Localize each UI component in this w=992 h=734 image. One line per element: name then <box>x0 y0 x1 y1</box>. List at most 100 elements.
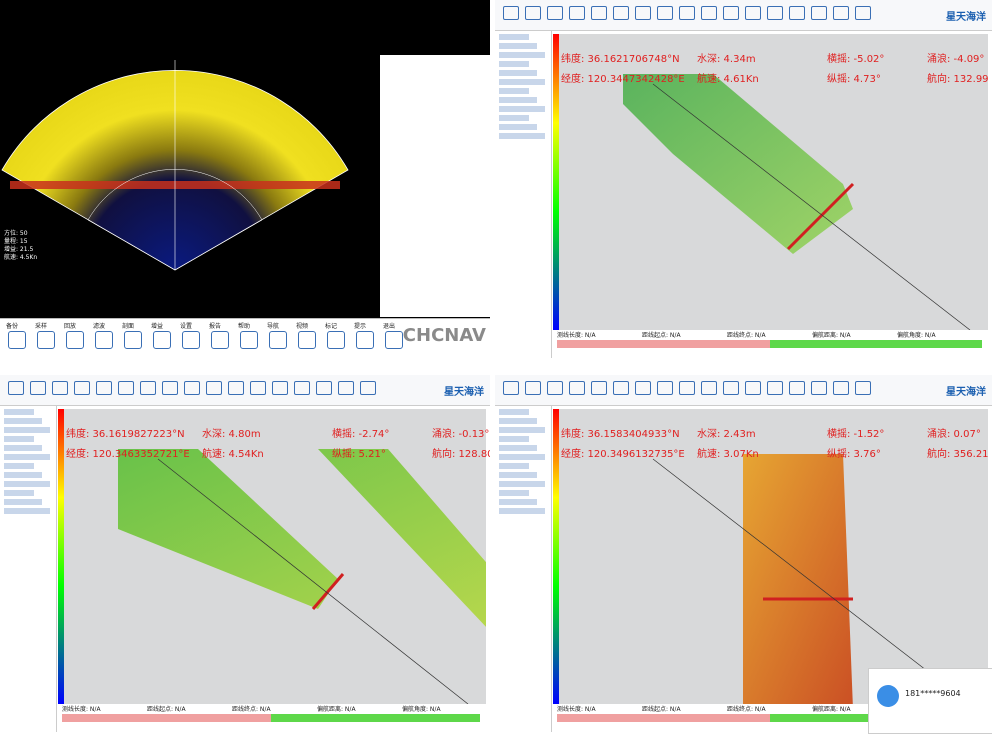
tool-button[interactable] <box>789 381 805 395</box>
tool-button[interactable] <box>723 381 739 395</box>
tree-item[interactable] <box>4 445 42 451</box>
tree-item[interactable] <box>499 472 537 478</box>
tree-item[interactable] <box>499 445 537 451</box>
tool-button[interactable] <box>250 381 266 395</box>
tree-item[interactable] <box>499 427 545 433</box>
map[interactable] <box>553 34 988 330</box>
tree-item[interactable] <box>4 409 34 415</box>
tool-button[interactable] <box>613 6 629 20</box>
tool-button[interactable] <box>723 6 739 20</box>
tool-button[interactable] <box>503 381 519 395</box>
tool-button[interactable] <box>118 381 134 395</box>
tool-button[interactable] <box>37 331 55 349</box>
tool-button[interactable] <box>162 381 178 395</box>
tool-button[interactable] <box>272 381 288 395</box>
tool-button[interactable] <box>240 331 258 349</box>
tool-button[interactable] <box>591 6 607 20</box>
tree-item[interactable] <box>4 418 42 424</box>
tool-button[interactable] <box>679 381 695 395</box>
tool-button[interactable] <box>745 6 761 20</box>
tool-button[interactable] <box>833 381 849 395</box>
tree-item[interactable] <box>499 88 529 94</box>
tool-button[interactable] <box>569 6 585 20</box>
tool-button[interactable] <box>525 381 541 395</box>
tool-button[interactable] <box>855 381 871 395</box>
tool-button[interactable] <box>525 6 541 20</box>
tree-item[interactable] <box>4 472 42 478</box>
tool-button[interactable] <box>503 6 519 20</box>
tool-button[interactable] <box>8 331 26 349</box>
tool-button[interactable] <box>811 381 827 395</box>
tool-button[interactable] <box>811 6 827 20</box>
tool-button[interactable] <box>124 331 142 349</box>
tree-item[interactable] <box>499 481 545 487</box>
tool-button[interactable] <box>74 381 90 395</box>
tool-button[interactable] <box>8 381 24 395</box>
tool-button[interactable] <box>385 331 403 349</box>
map[interactable] <box>553 409 988 704</box>
tree-item[interactable] <box>499 454 545 460</box>
tree-item[interactable] <box>4 463 34 469</box>
tool-button[interactable] <box>789 6 805 20</box>
tool-button[interactable] <box>153 331 171 349</box>
tree-item[interactable] <box>4 508 50 514</box>
tool-button[interactable] <box>206 381 222 395</box>
tool-button[interactable] <box>855 6 871 20</box>
tool-button[interactable] <box>316 381 332 395</box>
tree-item[interactable] <box>499 52 545 58</box>
tool-button[interactable] <box>591 381 607 395</box>
tool-button[interactable] <box>767 381 783 395</box>
tool-button[interactable] <box>767 6 783 20</box>
tool-button[interactable] <box>182 331 200 349</box>
tool-button[interactable] <box>298 331 316 349</box>
tree-item[interactable] <box>499 97 537 103</box>
tree-item[interactable] <box>499 124 537 130</box>
tree-item[interactable] <box>499 70 537 76</box>
tree-item[interactable] <box>499 508 545 514</box>
tree-item[interactable] <box>4 481 50 487</box>
tool-button[interactable] <box>52 381 68 395</box>
tool-button[interactable] <box>95 331 113 349</box>
tool-button[interactable] <box>635 6 651 20</box>
tree-item[interactable] <box>499 409 529 415</box>
tool-button[interactable] <box>701 6 717 20</box>
tree-item[interactable] <box>499 499 537 505</box>
tool-button[interactable] <box>701 381 717 395</box>
tool-button[interactable] <box>140 381 156 395</box>
tree-item[interactable] <box>4 499 42 505</box>
tree-item[interactable] <box>499 463 529 469</box>
tool-button[interactable] <box>269 331 287 349</box>
tool-button[interactable] <box>30 381 46 395</box>
tool-button[interactable] <box>356 331 374 349</box>
tool-button[interactable] <box>184 381 200 395</box>
tool-button[interactable] <box>96 381 112 395</box>
map[interactable] <box>58 409 486 704</box>
tool-button[interactable] <box>613 381 629 395</box>
tree-item[interactable] <box>4 436 34 442</box>
tool-button[interactable] <box>833 6 849 20</box>
tree-item[interactable] <box>499 436 529 442</box>
tool-button[interactable] <box>569 381 585 395</box>
tool-button[interactable] <box>66 331 84 349</box>
tool-button[interactable] <box>547 381 563 395</box>
tool-button[interactable] <box>745 381 761 395</box>
tree-item[interactable] <box>499 79 545 85</box>
tool-button[interactable] <box>679 6 695 20</box>
tree-item[interactable] <box>499 34 529 40</box>
tool-button[interactable] <box>360 381 376 395</box>
tree-item[interactable] <box>499 43 537 49</box>
tree-item[interactable] <box>499 133 545 139</box>
chat-popup[interactable]: 181*****9604 <box>868 668 992 734</box>
tree-item[interactable] <box>499 418 537 424</box>
tree-item[interactable] <box>499 115 529 121</box>
tree-item[interactable] <box>4 427 50 433</box>
tool-button[interactable] <box>338 381 354 395</box>
tool-button[interactable] <box>211 331 229 349</box>
tree-item[interactable] <box>4 490 34 496</box>
tool-button[interactable] <box>657 6 673 20</box>
tree-item[interactable] <box>499 106 545 112</box>
tool-button[interactable] <box>327 331 345 349</box>
tool-button[interactable] <box>635 381 651 395</box>
tree-item[interactable] <box>4 454 50 460</box>
tree-item[interactable] <box>499 61 529 67</box>
